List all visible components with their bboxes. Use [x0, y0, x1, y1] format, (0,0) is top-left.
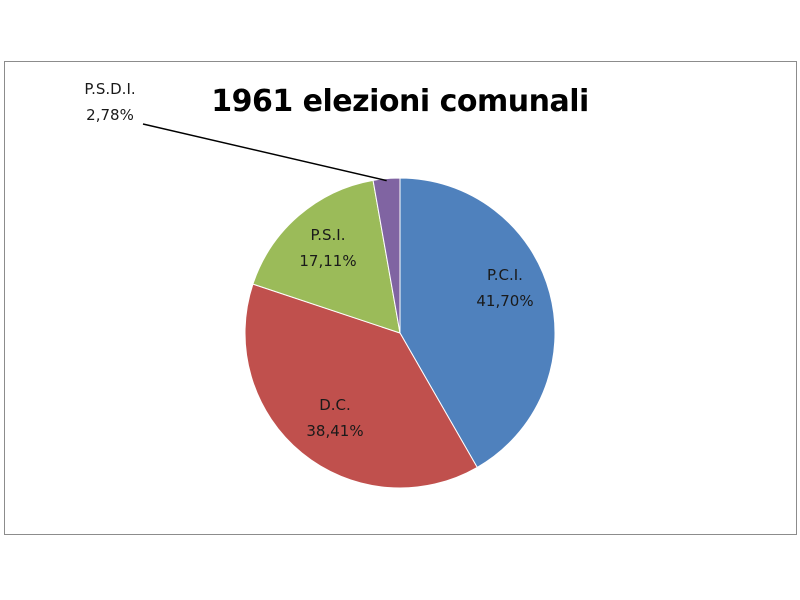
- slice-label-value: 41,70%: [476, 292, 533, 310]
- slice-label-value: 17,11%: [299, 252, 356, 270]
- slice-label-value: 38,41%: [306, 422, 363, 440]
- pie-slice-psdi: [372, 177, 401, 334]
- pie-slice-dc: [244, 283, 478, 489]
- leader-line: [142, 123, 387, 182]
- slice-label-name: P.S.D.I.: [84, 80, 135, 98]
- slice-label-value: 2,78%: [86, 106, 134, 124]
- chart-title: 1961 elezioni comunali: [211, 84, 589, 119]
- slice-label-name: P.S.I.: [311, 226, 346, 244]
- slice-label-name: P.C.I.: [487, 266, 523, 284]
- slice-label-name: D.C.: [319, 396, 351, 414]
- pie-slice-psi: [252, 179, 401, 334]
- pie-slice-pci: [399, 177, 556, 469]
